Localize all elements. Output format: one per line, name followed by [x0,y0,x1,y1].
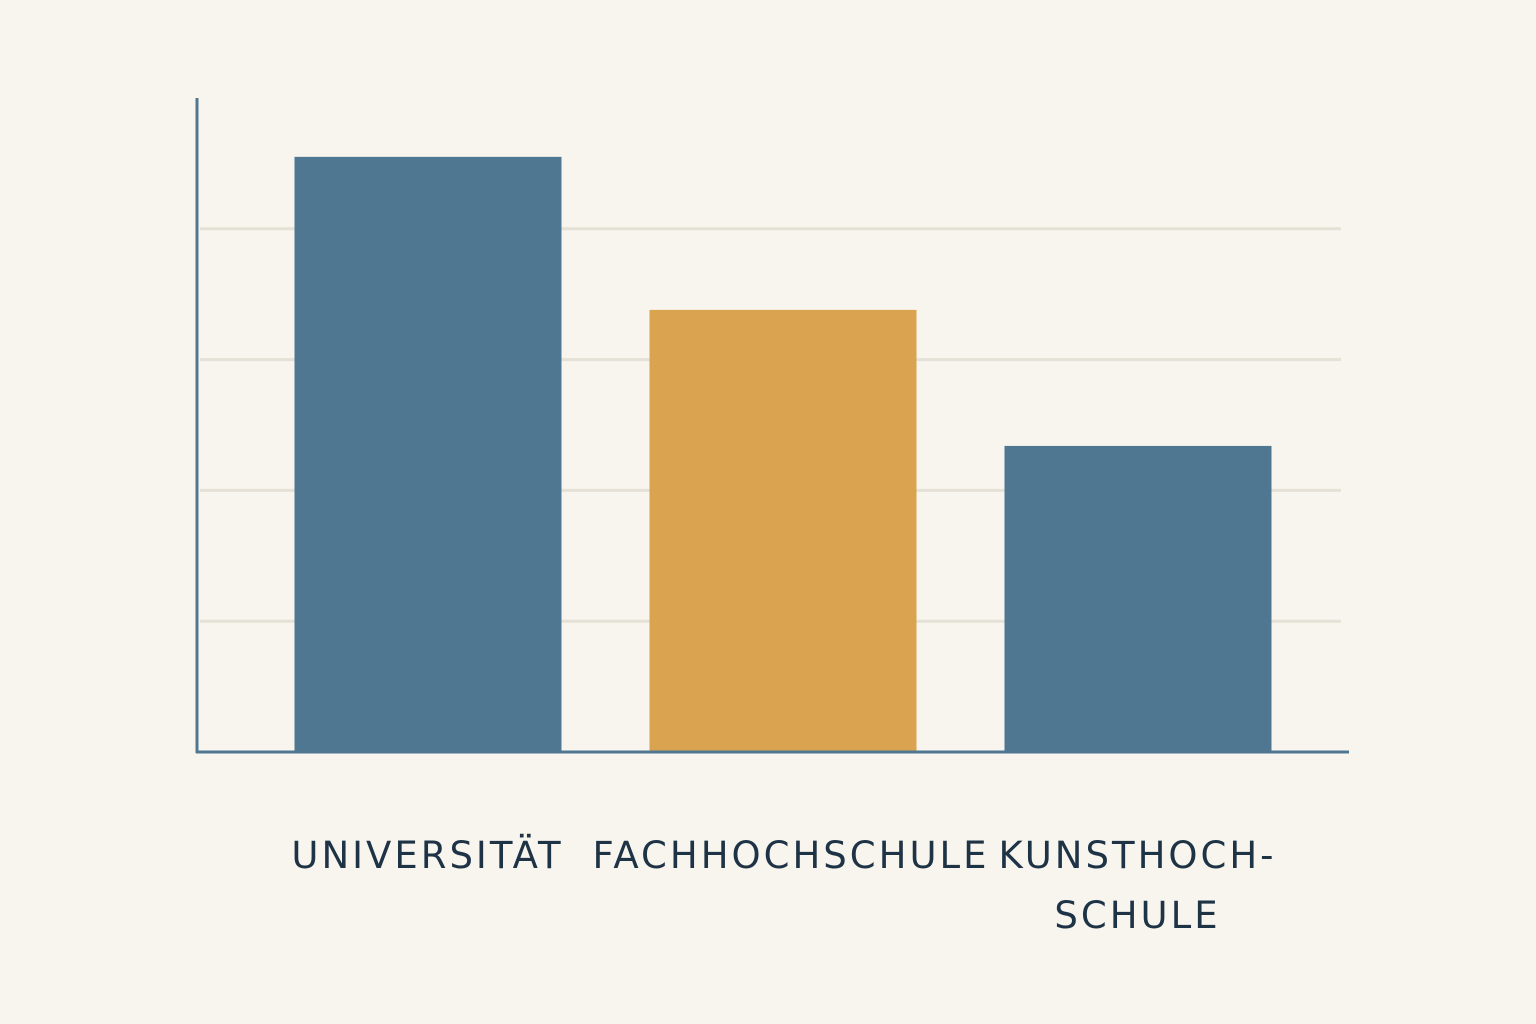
x-tick-label: UNIVERSITÄT [291,834,564,877]
x-tick-label: KUNSTHOCH- SCHULE [998,834,1277,937]
bar [1004,445,1272,752]
bar [649,309,917,752]
bar [294,156,562,753]
x-tick-label: FACHHOCHSCHULE [592,834,990,877]
